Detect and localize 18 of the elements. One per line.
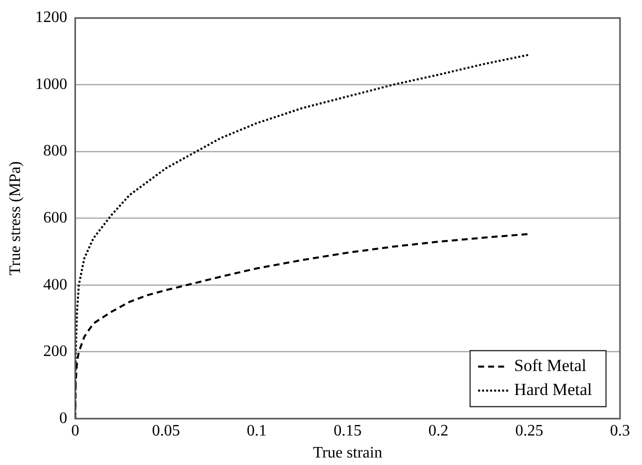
y-tick-label: 200 xyxy=(43,343,68,360)
y-axis-title: True stress (MPa) xyxy=(6,161,24,276)
y-tick-label: 600 xyxy=(43,210,68,227)
x-tick-label: 0.25 xyxy=(515,422,544,440)
x-tick-label: 0.2 xyxy=(428,422,448,440)
legend-label: Hard Metal xyxy=(514,380,592,400)
legend-label: Soft Metal xyxy=(514,356,587,376)
x-axis-title: True strain xyxy=(313,444,382,462)
y-tick-label: 0 xyxy=(59,410,68,427)
x-tick-label: 0 xyxy=(71,422,80,440)
x-tick-label: 0.15 xyxy=(334,422,362,440)
x-tick-label: 0.3 xyxy=(610,422,630,440)
y-tick-label: 800 xyxy=(43,142,68,160)
x-tick-label: 0.05 xyxy=(152,422,180,440)
y-tick-label: 400 xyxy=(43,276,68,294)
y-tick-label: 1000 xyxy=(35,76,68,93)
x-tick-label: 0.1 xyxy=(246,422,267,440)
y-tick-label: 1200 xyxy=(35,9,68,26)
